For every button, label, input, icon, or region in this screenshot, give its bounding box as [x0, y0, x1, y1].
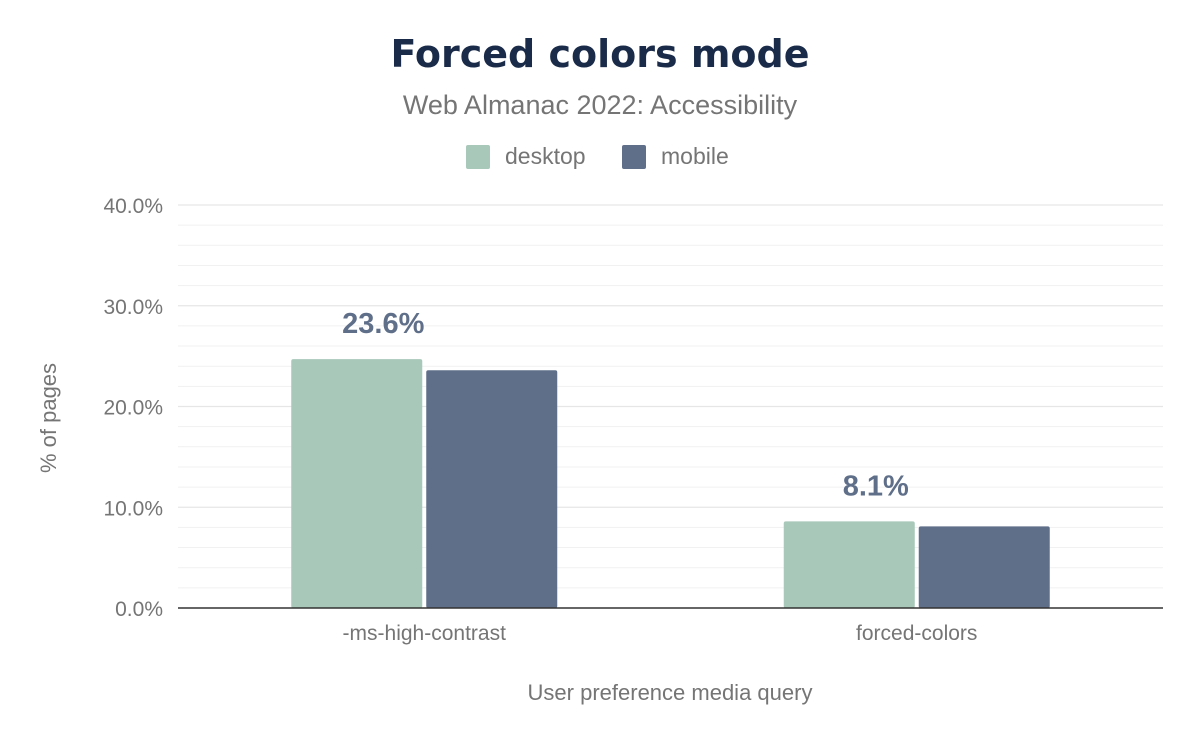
y-axis: 0.0% 10.0% 20.0% 30.0% 40.0% [103, 195, 163, 621]
y-tick-label: 20.0% [103, 397, 163, 420]
bar-desktop-ms-high-contrast [291, 359, 423, 608]
x-tick-label: -ms-high-contrast [343, 622, 507, 645]
bar-mobile-forced-colors [918, 526, 1050, 608]
legend-swatch [622, 145, 646, 169]
data-labels: 23.6% 8.1% [342, 308, 909, 502]
y-tick-label: 40.0% [103, 195, 163, 218]
chart-legend: desktop mobile [466, 143, 729, 169]
chart-subtitle: Web Almanac 2022: Accessibility [403, 90, 798, 120]
x-axis-title: User preference media query [528, 680, 813, 705]
y-axis-title: % of pages [36, 363, 61, 473]
bar-mobile-ms-high-contrast [426, 370, 558, 608]
y-tick-label: 0.0% [115, 598, 163, 621]
bar-desktop-forced-colors [783, 521, 915, 608]
data-label: 8.1% [843, 470, 909, 502]
legend-swatch [466, 145, 490, 169]
x-axis: -ms-high-contrast forced-colors [343, 622, 978, 645]
legend-label: mobile [661, 143, 729, 169]
legend-label: desktop [505, 143, 586, 169]
y-tick-label: 10.0% [103, 497, 163, 520]
legend-item-mobile: mobile [622, 143, 729, 169]
bar-series [178, 359, 1163, 609]
x-tick-label: forced-colors [856, 622, 977, 645]
y-tick-label: 30.0% [103, 296, 163, 319]
chart-title: Forced colors mode [390, 32, 809, 76]
data-label: 23.6% [342, 308, 424, 340]
legend-item-desktop: desktop [466, 143, 586, 169]
